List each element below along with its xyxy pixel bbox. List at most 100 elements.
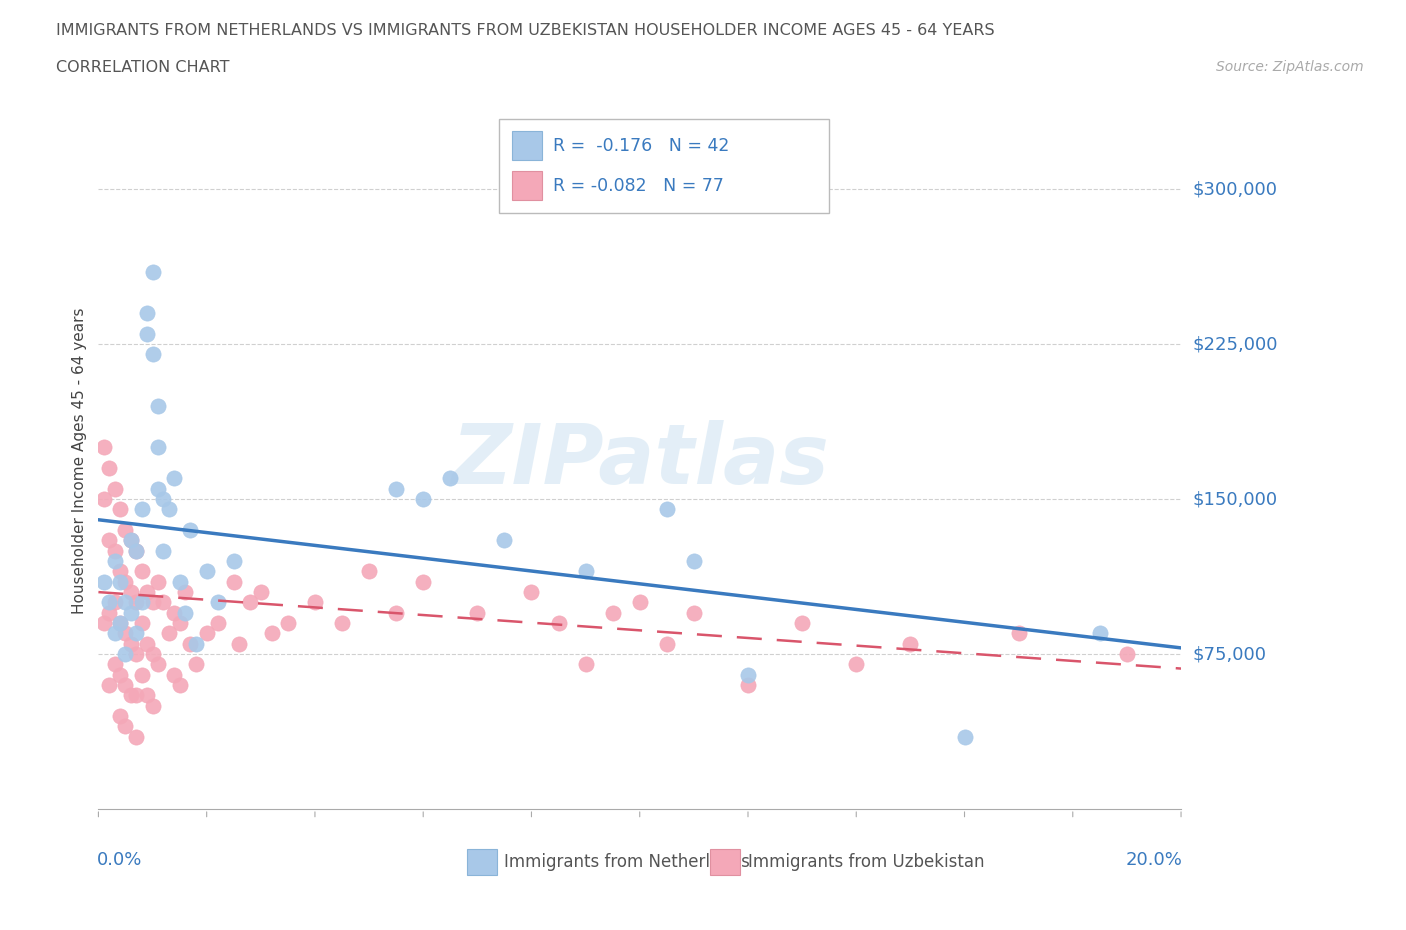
Point (157, 626, 180, 641)
Point (125, 543, 148, 558)
Point (98, 605, 121, 620)
Bar (710, 849, 741, 875)
Point (520, 585, 543, 600)
Point (93, 492, 115, 507)
Point (120, 585, 142, 600)
Point (385, 482, 408, 497)
Point (146, 482, 169, 497)
Point (330, 616, 353, 631)
Point (108, 616, 131, 631)
Point (222, 575, 245, 590)
Point (120, 533, 142, 548)
Point (98, 595, 121, 610)
Point (125, 626, 148, 641)
Point (120, 688, 142, 703)
Point (104, 543, 127, 558)
Point (169, 678, 191, 693)
Point (104, 595, 127, 610)
Point (136, 688, 159, 703)
Point (790, 616, 813, 631)
Point (136, 585, 159, 600)
Text: $150,000: $150,000 (1192, 490, 1277, 508)
Text: $225,000: $225,000 (1192, 335, 1278, 353)
Point (152, 595, 174, 610)
Point (141, 264, 165, 279)
Point (120, 533, 142, 548)
Point (146, 399, 169, 414)
Point (655, 636, 678, 651)
Point (655, 502, 678, 517)
Point (146, 575, 169, 590)
Point (207, 595, 229, 610)
Point (120, 605, 142, 620)
Point (174, 585, 197, 600)
Point (93, 616, 115, 631)
Point (114, 523, 136, 538)
Point (628, 595, 651, 610)
Point (131, 502, 153, 517)
Point (108, 564, 131, 578)
Text: R =  -0.176   N = 42: R = -0.176 N = 42 (553, 137, 730, 154)
Point (131, 668, 153, 683)
Text: R = -0.082   N = 77: R = -0.082 N = 77 (553, 177, 724, 194)
Text: ZIPatlas: ZIPatlas (451, 419, 828, 501)
Point (108, 616, 131, 631)
Point (141, 595, 165, 610)
Point (146, 440, 169, 455)
Point (737, 678, 759, 693)
Point (467, 605, 489, 620)
Point (412, 575, 434, 590)
Point (93, 440, 115, 455)
Point (163, 605, 186, 620)
Point (114, 595, 136, 610)
Point (108, 502, 131, 517)
Point (304, 595, 326, 610)
Point (114, 719, 136, 734)
Point (222, 553, 245, 568)
Text: $300,000: $300,000 (1192, 180, 1277, 198)
Point (412, 492, 434, 507)
Point (125, 646, 148, 661)
Point (108, 668, 131, 683)
Point (141, 698, 165, 713)
Point (141, 646, 165, 661)
Point (179, 636, 201, 651)
Point (602, 605, 624, 620)
Point (575, 657, 598, 671)
Point (163, 668, 186, 683)
Point (169, 575, 191, 590)
Point (1116, 646, 1139, 661)
Point (98, 678, 121, 693)
Point (136, 636, 159, 651)
Point (953, 729, 976, 744)
Text: 20.0%: 20.0% (1125, 851, 1182, 869)
Text: $75,000: $75,000 (1192, 645, 1267, 663)
Point (179, 523, 201, 538)
Text: 0.0%: 0.0% (97, 851, 143, 869)
Point (683, 605, 706, 620)
Point (385, 605, 408, 620)
Point (575, 564, 598, 578)
Point (98, 460, 121, 475)
Point (141, 347, 165, 362)
Point (104, 626, 127, 641)
Point (104, 553, 127, 568)
Point (845, 657, 868, 671)
Point (131, 616, 153, 631)
Point (120, 636, 142, 651)
Point (114, 678, 136, 693)
Point (114, 626, 136, 641)
Text: Source: ZipAtlas.com: Source: ZipAtlas.com (1216, 60, 1364, 74)
Point (131, 564, 153, 578)
Point (136, 326, 159, 341)
Point (125, 595, 148, 610)
FancyBboxPatch shape (499, 119, 830, 213)
Point (1008, 626, 1031, 641)
Point (1088, 626, 1111, 641)
Point (239, 595, 262, 610)
Point (277, 616, 299, 631)
Point (114, 646, 136, 661)
Bar (467, 849, 496, 875)
Point (207, 616, 229, 631)
Point (439, 471, 461, 485)
